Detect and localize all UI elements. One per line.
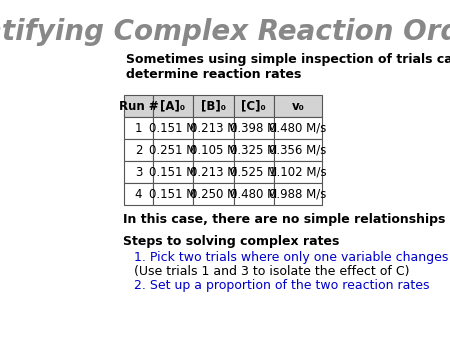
Text: Run #: Run # <box>119 99 158 113</box>
Bar <box>153 95 193 117</box>
Text: 0.325 M: 0.325 M <box>230 144 278 156</box>
Text: 0.398 M: 0.398 M <box>230 121 278 135</box>
Text: 1.102 M/s: 1.102 M/s <box>269 166 327 178</box>
Bar <box>193 95 234 117</box>
Bar <box>124 117 153 139</box>
Text: [B]₀: [B]₀ <box>201 99 226 113</box>
Bar <box>153 139 193 161</box>
Text: Identifying Complex Reaction Orders: Identifying Complex Reaction Orders <box>0 18 450 46</box>
Text: 0.105 M: 0.105 M <box>190 144 237 156</box>
Bar <box>124 139 153 161</box>
Text: 0.480 M/s: 0.480 M/s <box>269 121 327 135</box>
Bar <box>193 117 234 139</box>
Text: [A]₀: [A]₀ <box>160 99 185 113</box>
Text: 0.356 M/s: 0.356 M/s <box>269 144 327 156</box>
Text: 0.213 M: 0.213 M <box>190 121 237 135</box>
Text: 0.251 M: 0.251 M <box>149 144 197 156</box>
Text: 0.151 M: 0.151 M <box>149 166 197 178</box>
Bar <box>153 117 193 139</box>
Bar <box>124 183 153 205</box>
Text: 0.151 M: 0.151 M <box>149 188 197 200</box>
Text: 1. Pick two trials where only one variable changes: 1. Pick two trials where only one variab… <box>134 251 448 264</box>
Bar <box>274 117 322 139</box>
Bar <box>153 161 193 183</box>
Bar <box>153 183 193 205</box>
Text: 0.480 M: 0.480 M <box>230 188 278 200</box>
Bar <box>193 139 234 161</box>
Bar <box>234 95 274 117</box>
Text: 0.525 M: 0.525 M <box>230 166 278 178</box>
Bar <box>193 183 234 205</box>
Text: Sometimes using simple inspection of trials cannot be used to
determine reaction: Sometimes using simple inspection of tri… <box>126 53 450 81</box>
Bar <box>274 161 322 183</box>
Text: (Use trials 1 and 3 to isolate the effect of C): (Use trials 1 and 3 to isolate the effec… <box>134 265 409 278</box>
Text: 0.250 M: 0.250 M <box>190 188 237 200</box>
Bar <box>234 161 274 183</box>
Bar <box>124 161 153 183</box>
Text: 1: 1 <box>135 121 142 135</box>
Bar <box>193 161 234 183</box>
Text: Steps to solving complex rates: Steps to solving complex rates <box>123 235 340 248</box>
Text: In this case, there are no simple relationships between the trials: In this case, there are no simple relati… <box>123 213 450 226</box>
Text: 0.988 M/s: 0.988 M/s <box>269 188 327 200</box>
Text: 3: 3 <box>135 166 142 178</box>
Text: 4: 4 <box>135 188 142 200</box>
Bar <box>274 183 322 205</box>
Text: 0.151 M: 0.151 M <box>149 121 197 135</box>
Bar <box>234 117 274 139</box>
Bar <box>234 183 274 205</box>
Text: v₀: v₀ <box>291 99 304 113</box>
Text: 2. Set up a proportion of the two reaction rates: 2. Set up a proportion of the two reacti… <box>134 279 429 292</box>
Bar <box>234 139 274 161</box>
Text: 2: 2 <box>135 144 142 156</box>
Bar <box>274 139 322 161</box>
Bar <box>274 95 322 117</box>
Text: 0.213 M: 0.213 M <box>190 166 237 178</box>
Bar <box>124 95 153 117</box>
Text: [C]₀: [C]₀ <box>242 99 266 113</box>
